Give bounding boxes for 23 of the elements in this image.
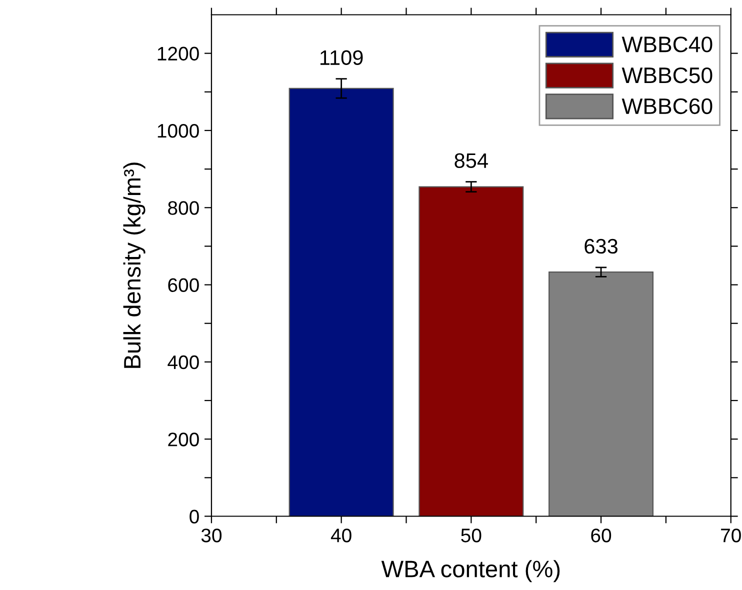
data-label: 1109 <box>320 50 363 66</box>
legend-label: WBBC60 <box>622 98 712 114</box>
x-axis-title: WBA content (%) <box>381 560 560 582</box>
x-tick-label: 50 <box>461 528 482 542</box>
bar <box>548 272 654 516</box>
x-tick-label: 70 <box>721 528 741 542</box>
y-tick-label: 1000 <box>158 124 199 138</box>
legend-label: WBBC40 <box>622 36 712 52</box>
y-tick-label: 0 <box>190 510 199 524</box>
y-tick-label: 1200 <box>158 46 199 61</box>
x-tick-label: 60 <box>591 528 612 542</box>
y-tick-label: 400 <box>168 355 199 370</box>
y-tick-label: 600 <box>168 278 199 292</box>
y-axis-title: Bulk density (kg/m³) <box>123 162 146 368</box>
y-tick-label: 800 <box>168 201 199 215</box>
bar <box>288 88 394 516</box>
data-label: 854 <box>454 153 488 168</box>
legend-label: WBBC50 <box>622 67 712 84</box>
data-label: 633 <box>584 238 618 254</box>
bar <box>418 186 524 516</box>
x-tick-label: 30 <box>201 528 222 542</box>
y-tick-label: 200 <box>168 432 199 446</box>
x-tick-label: 40 <box>330 528 352 542</box>
